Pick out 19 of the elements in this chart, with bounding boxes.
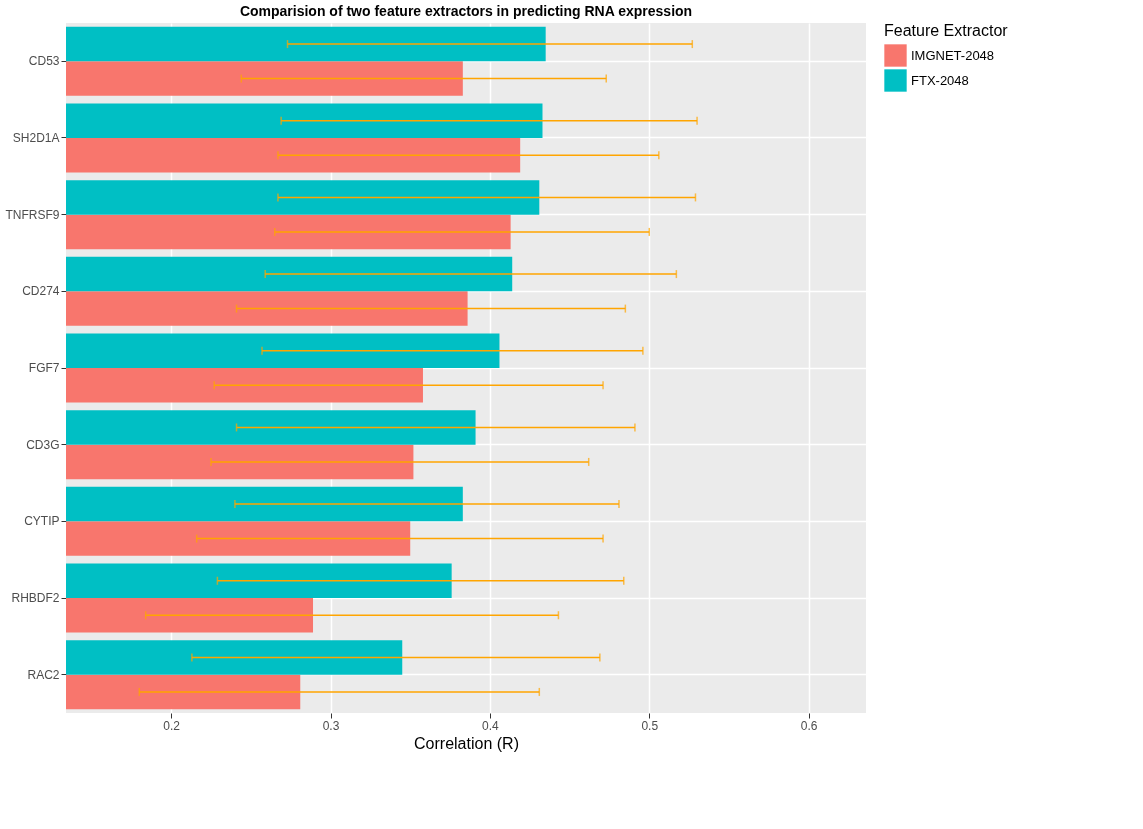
y-tick-label: FGF7 [28,361,60,375]
y-tick-label: RAC2 [27,667,60,682]
legend-label: FTX-2048 [911,72,969,88]
x-tick-label: 0.4 [482,718,500,733]
x-axis-title: Correlation (R) [414,734,519,752]
x-tick-label: 0.6 [800,718,818,733]
y-tick-label: SH2D1A [12,131,60,145]
x-tick-label: 0.2 [163,718,181,733]
y-tick-label: CYTIP [24,514,60,529]
y-tick-label: CD53 [28,54,60,69]
legend-title: Feature Extractor [884,22,1009,39]
legend-label: IMGNET-2048 [911,47,995,63]
chart-title: Comparision of two feature extractors in predicting RNA expression [239,3,693,19]
x-tick-label: 0.5 [641,718,659,733]
y-tick-label: CD274 [22,284,60,299]
x-tick-label: 0.3 [322,718,340,733]
y-tick-label: CD3G [26,437,60,452]
y-tick-label: RHBDF2 [11,591,60,605]
y-tick-label: TNFRSF9 [5,207,60,222]
